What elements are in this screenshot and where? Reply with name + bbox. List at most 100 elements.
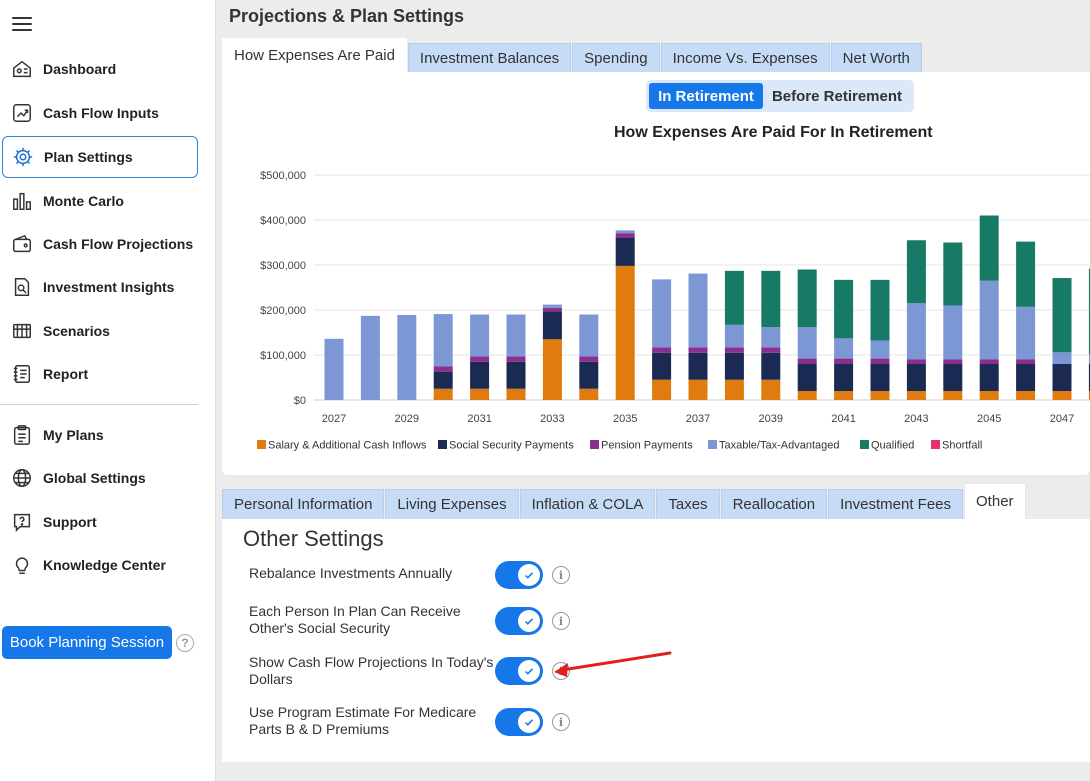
bar-segment [979,359,999,364]
annotation-arrow [554,651,672,677]
cash-flow-inputs-icon [13,104,31,122]
tab-other[interactable]: Other [964,483,1026,519]
legend-swatch [931,440,940,449]
sidebar-item-knowledge-center[interactable]: Knowledge Center [2,544,198,586]
sidebar-item-cash-flow-projections[interactable]: Cash Flow Projections [2,223,198,265]
tab-living-expenses[interactable]: Living Expenses [385,489,519,519]
tab-spending[interactable]: Spending [572,43,660,72]
settings-heading: Other Settings [243,526,384,551]
rebalance-toggle[interactable] [495,561,543,589]
x-tick-label: 2031 [467,413,491,425]
bar-segment [470,356,490,362]
bar-segment [834,279,854,339]
sidebar-item-my-plans[interactable]: My Plans [2,414,198,456]
setting-label: Each Person In Plan Can Receive Other's … [249,603,461,636]
sidebar-item-support[interactable]: Support [2,501,198,543]
bar-segment [797,327,817,359]
x-tick-label: 2043 [904,413,928,425]
help-icon[interactable]: ? [176,634,194,652]
tab-investment-fees[interactable]: Investment Fees [828,489,964,519]
sidebar-item-cash-flow-inputs[interactable]: Cash Flow Inputs [2,92,198,134]
bar-segment [470,361,490,389]
sidebar-item-global-settings[interactable]: Global Settings [2,457,198,499]
bar-segment [724,379,744,400]
bar-segment [834,338,854,359]
tab-net-worth[interactable]: Net Worth [830,43,922,72]
bar-segment [943,359,963,364]
bar-segment [652,379,672,400]
sidebar-item-report[interactable]: Report [2,353,198,395]
sidebar-item-investment-insights[interactable]: Investment Insights [2,266,198,308]
x-tick-label: 2041 [831,413,855,425]
bar-segment [979,364,999,391]
bar-segment [652,347,672,353]
legend-swatch [257,440,266,449]
bar-segment [1088,354,1090,364]
social-security-toggle[interactable] [495,607,543,635]
menu-icon[interactable] [12,17,32,33]
book-planning-session-button[interactable]: Book Planning Session [2,626,172,659]
report-icon [13,365,31,383]
page-title: Projections & Plan Settings [229,6,465,26]
bar-segment [870,279,890,341]
support-icon [13,513,31,533]
tab-income-vs-expenses[interactable]: Income Vs. Expenses [660,43,830,72]
info-icon[interactable]: i [552,566,570,584]
bar-segment [397,314,417,400]
bar-segment [506,388,526,400]
dashboard-icon [13,60,31,78]
in-retirement-button[interactable]: In Retirement [649,83,763,109]
bar-segment [979,391,999,400]
bar-segment [506,361,526,389]
legend-label: Qualified [871,440,914,452]
sidebar-item-dashboard[interactable]: Dashboard [2,48,198,90]
setting-label: Show Cash Flow Projections In Today's Do… [249,654,494,687]
y-tick-label: $500,000 [260,170,306,182]
bar-segment [579,314,599,357]
sidebar-item-monte-carlo[interactable]: Monte Carlo [2,180,198,222]
y-tick-label: $300,000 [260,260,306,272]
tab-personal-information[interactable]: Personal Information [222,489,385,519]
y-tick-label: $100,000 [260,350,306,362]
bar-segment [797,358,817,364]
bar-segment [906,364,926,391]
bar-segment [1052,278,1072,353]
bar-segment [1016,306,1036,360]
x-tick-label: 2027 [322,413,346,425]
chart-title: How Expenses Are Paid For In Retirement [614,124,933,141]
bar-segment [615,265,635,400]
wallet-icon [13,234,31,253]
sidebar-item-label: Investment Insights [43,279,175,295]
legend-swatch [438,440,447,449]
sidebar-item-label: My Plans [43,427,104,443]
bar-segment [906,391,926,400]
document-search-icon [14,278,30,296]
before-retirement-button[interactable]: Before Retirement [771,87,903,105]
check-icon [518,564,540,586]
bar-segment [470,314,490,357]
tab-taxes[interactable]: Taxes [656,489,720,519]
bar-segment [579,388,599,400]
sidebar-item-scenarios[interactable]: Scenarios [2,310,198,352]
bar-segment [834,358,854,364]
tab-inflation-cola[interactable]: Inflation & COLA [519,489,656,519]
info-icon[interactable]: i [552,612,570,630]
check-icon [518,610,540,632]
legend-label: Social Security Payments [449,440,574,452]
bar-segment [542,304,562,308]
sidebar-item-plan-settings[interactable]: Plan Settings [2,136,198,178]
bar-segment [688,352,708,380]
medicare-toggle[interactable] [495,708,543,736]
tab-reallocation[interactable]: Reallocation [720,489,828,519]
tab-investment-balances[interactable]: Investment Balances [407,43,572,72]
bar-segment [870,391,890,400]
x-tick-label: 2047 [1050,413,1074,425]
bar-segment [688,347,708,353]
todays-dollars-toggle[interactable] [495,657,543,685]
bar-segment [1052,364,1072,391]
info-icon[interactable]: i [552,713,570,731]
tab-how-expenses-are-paid[interactable]: How Expenses Are Paid [222,38,407,72]
clipboard-icon [13,425,31,445]
sidebar: Dashboard Cash Flow Inputs Plan Settings… [0,0,216,781]
bar-segment [579,356,599,362]
